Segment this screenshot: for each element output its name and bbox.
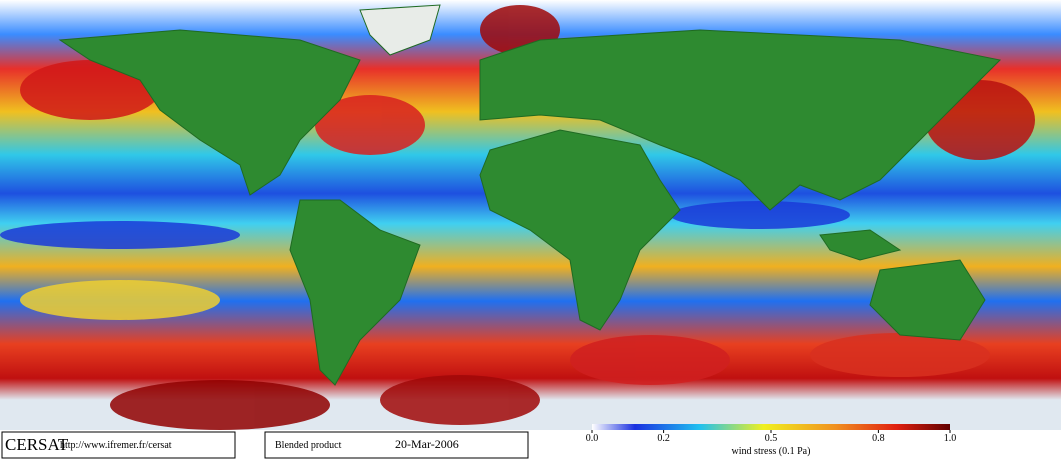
product: Blended product bbox=[275, 440, 342, 451]
colorbar bbox=[592, 424, 950, 430]
date: 20-Mar-2006 bbox=[395, 437, 459, 451]
colorbar-tick-label: 0.8 bbox=[872, 433, 885, 444]
colorbar-tick-label: 1.0 bbox=[944, 433, 957, 444]
url: http://www.ifremer.fr/cersat bbox=[60, 440, 172, 451]
colorbar-tick-label: 0.5 bbox=[765, 433, 778, 444]
logo: CERSAT bbox=[5, 435, 69, 454]
colorbar-tick-label: 0.2 bbox=[657, 433, 670, 444]
info-box bbox=[1, 431, 236, 459]
product-box bbox=[264, 431, 529, 459]
colorbar-label: wind stress (0.1 Pa) bbox=[732, 446, 811, 457]
land bbox=[58, 4, 1002, 386]
colorbar-tick-label: 0.0 bbox=[586, 433, 599, 444]
